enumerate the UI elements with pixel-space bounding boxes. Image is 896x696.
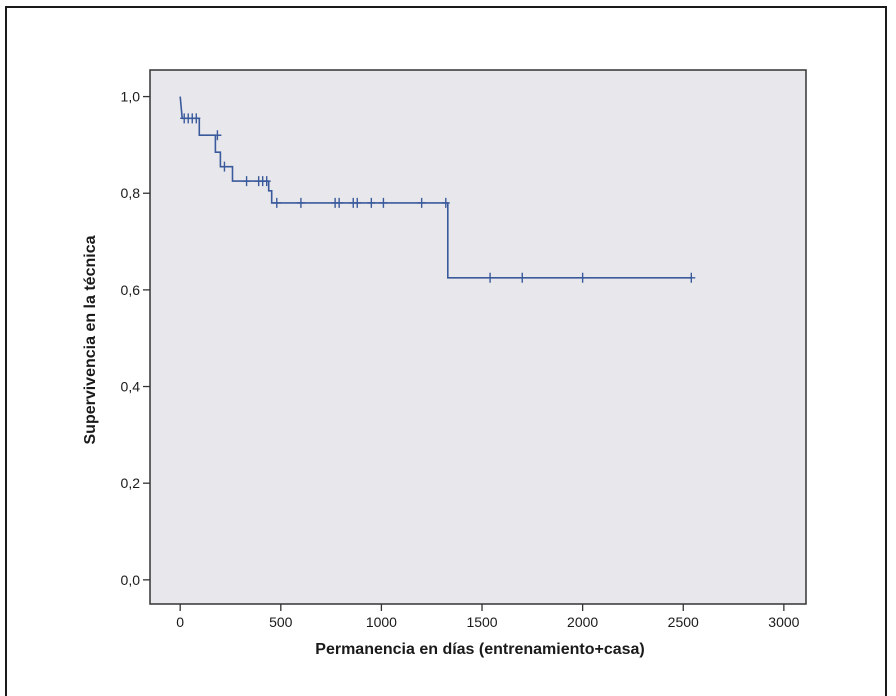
censored-mark	[687, 272, 696, 283]
x-tick-label: 3000	[768, 614, 799, 630]
x-tick-label: 1000	[366, 614, 397, 630]
censored-mark	[272, 197, 281, 208]
censored-mark	[367, 197, 376, 208]
plot-area	[149, 69, 807, 605]
x-tick-label: 2500	[668, 614, 699, 630]
censored-mark	[213, 130, 222, 141]
censored-mark	[578, 272, 587, 283]
x-tick-label: 500	[269, 614, 293, 630]
x-axis: 0 500 1000 1500 2000 2500 3000	[176, 604, 800, 630]
censored-mark	[296, 197, 305, 208]
censored-mark	[518, 272, 527, 283]
y-axis-title: Supervivencia en la técnica	[82, 235, 99, 444]
censored-mark	[262, 176, 271, 187]
x-axis-title: Permanencia en días (entrenamiento+casa)	[315, 641, 644, 658]
x-tick-label: 0	[176, 614, 184, 630]
censored-mark	[353, 197, 362, 208]
survival-step-line	[179, 96, 692, 279]
y-tick-label: 0,2	[121, 475, 141, 491]
x-tick-label: 2000	[567, 614, 598, 630]
censored-mark	[192, 113, 201, 124]
censored-mark	[242, 176, 251, 187]
censored-mark	[335, 197, 344, 208]
y-tick-label: 0,4	[121, 379, 141, 395]
y-tick-label: 1,0	[121, 89, 141, 105]
y-tick-label: 0,8	[121, 185, 141, 201]
y-tick-label: 0,0	[121, 572, 141, 588]
censored-mark	[417, 197, 426, 208]
censored-mark	[379, 197, 388, 208]
series-layer	[179, 96, 696, 283]
censored-mark	[486, 272, 495, 283]
y-axis: 0,0 0,2 0,4 0,6 0,8 1,0	[121, 89, 150, 588]
y-tick-label: 0,6	[121, 282, 141, 298]
x-tick-label: 1500	[466, 614, 497, 630]
censored-mark	[441, 197, 450, 208]
censored-mark	[220, 161, 229, 172]
